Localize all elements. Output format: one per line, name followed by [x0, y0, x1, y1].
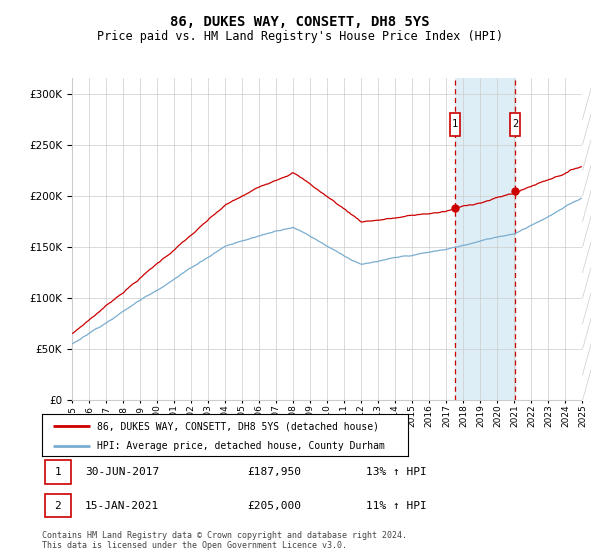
Text: 30-JUN-2017: 30-JUN-2017 — [85, 467, 160, 477]
Text: 86, DUKES WAY, CONSETT, DH8 5YS: 86, DUKES WAY, CONSETT, DH8 5YS — [170, 15, 430, 29]
Text: 15-JAN-2021: 15-JAN-2021 — [85, 501, 160, 511]
Bar — [45, 460, 71, 484]
Text: 1: 1 — [54, 467, 61, 477]
Text: 2: 2 — [512, 119, 518, 129]
Bar — [510, 113, 520, 136]
Text: £205,000: £205,000 — [247, 501, 301, 511]
Text: 86, DUKES WAY, CONSETT, DH8 5YS (detached house): 86, DUKES WAY, CONSETT, DH8 5YS (detache… — [97, 421, 379, 431]
Text: HPI: Average price, detached house, County Durham: HPI: Average price, detached house, Coun… — [97, 441, 385, 451]
Bar — [45, 494, 71, 517]
Text: 2: 2 — [54, 501, 61, 511]
Text: Price paid vs. HM Land Registry's House Price Index (HPI): Price paid vs. HM Land Registry's House … — [97, 30, 503, 43]
Bar — [455, 78, 515, 400]
Bar — [450, 113, 460, 136]
Text: £187,950: £187,950 — [247, 467, 301, 477]
Text: 13% ↑ HPI: 13% ↑ HPI — [366, 467, 427, 477]
Text: 11% ↑ HPI: 11% ↑ HPI — [366, 501, 427, 511]
Text: Contains HM Land Registry data © Crown copyright and database right 2024.
This d: Contains HM Land Registry data © Crown c… — [42, 531, 407, 550]
Text: 1: 1 — [452, 119, 458, 129]
